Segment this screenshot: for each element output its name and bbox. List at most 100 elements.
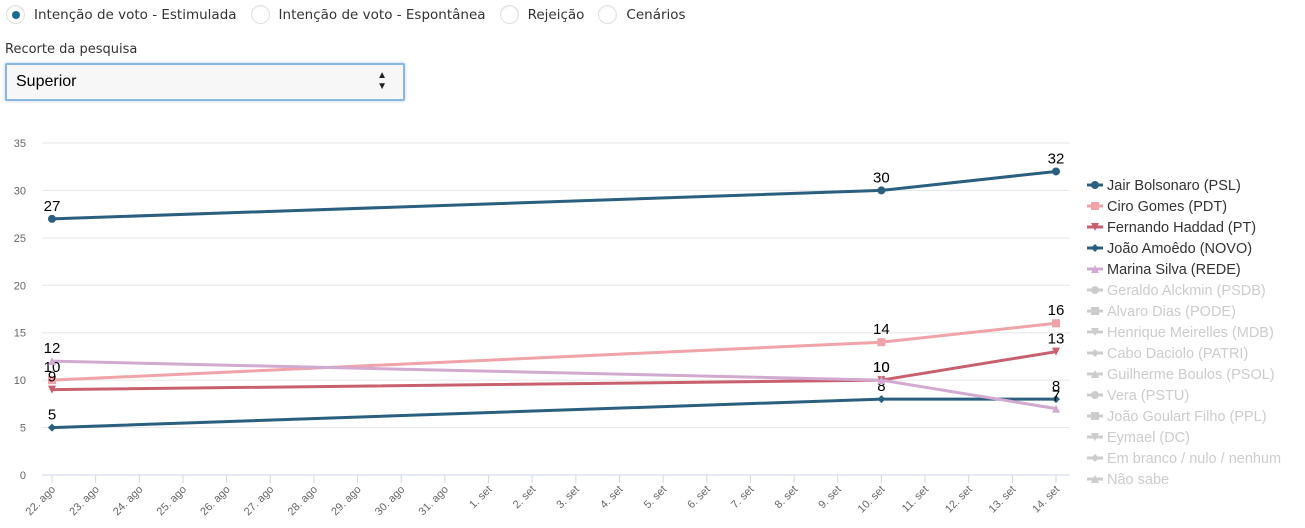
- data-point: [1052, 167, 1060, 176]
- legend-item[interactable]: Alvaro Dias (PODE): [1107, 304, 1236, 320]
- data-point: [48, 376, 56, 385]
- legend-marker-icon: [1091, 202, 1099, 210]
- legend-item[interactable]: João Goulart Filho (PPL): [1107, 409, 1267, 425]
- radio-circle-icon[interactable]: [250, 5, 270, 24]
- legend-marker-icon: [1091, 181, 1099, 189]
- data-label: 32: [1048, 150, 1065, 167]
- x-tick-label: 29. ago: [329, 484, 363, 518]
- legend-marker-icon: [1091, 244, 1099, 252]
- data-label: 12: [44, 340, 61, 357]
- radio-label: Cenários: [626, 6, 686, 23]
- radio-circle-icon[interactable]: [499, 5, 519, 24]
- updown-arrows-icon: ▲ ▼: [377, 70, 387, 92]
- x-tick-label: 25. ago: [155, 484, 189, 518]
- x-tick-label: 12. set: [943, 484, 975, 516]
- legend-marker-icon: [1091, 349, 1099, 357]
- x-tick-label: 23. ago: [67, 484, 101, 518]
- legend-marker-icon: [1091, 370, 1099, 378]
- legend-item[interactable]: Cabo Daciolo (PATRI): [1107, 346, 1248, 362]
- x-tick-label: 8. set: [773, 484, 801, 512]
- x-tick-label: 1. set: [467, 484, 495, 512]
- legend-item[interactable]: Henrique Meirelles (MDB): [1107, 325, 1274, 341]
- x-tick-label: 5. set: [642, 484, 670, 512]
- legend-item[interactable]: Vera (PSTU): [1107, 388, 1189, 404]
- x-tick-label: 26. ago: [198, 484, 232, 518]
- legend-marker-icon: [1091, 265, 1099, 273]
- data-label: 8: [1052, 378, 1060, 395]
- data-point: [48, 385, 56, 394]
- radio-label: Intenção de voto - Estimulada: [34, 6, 237, 23]
- legend-item[interactable]: João Amoêdo (NOVO): [1107, 241, 1252, 257]
- data-label: 9: [48, 369, 56, 386]
- legend-marker-icon: [1091, 433, 1099, 441]
- series-line: [51, 169, 1057, 221]
- data-label: 16: [1048, 302, 1065, 319]
- data-label: 27: [44, 198, 61, 215]
- data-label: 10: [873, 359, 890, 376]
- data-point: [1052, 395, 1060, 404]
- y-tick-label: 15: [14, 328, 26, 340]
- x-tick-label: 14. set: [1030, 484, 1062, 516]
- legend-item[interactable]: Guilherme Boulos (PSOL): [1107, 367, 1275, 383]
- x-tick-label: 7. set: [729, 484, 757, 512]
- data-point: [877, 338, 886, 347]
- x-tick-label: 28. ago: [286, 484, 320, 518]
- data-point: [877, 395, 886, 404]
- y-tick-label: 10: [14, 375, 26, 387]
- y-tick-label: 35: [14, 138, 26, 150]
- data-point: [48, 423, 56, 432]
- legend-marker-icon: [1091, 286, 1099, 294]
- x-tick-label: 2. set: [511, 484, 539, 512]
- data-point: [48, 357, 56, 366]
- legend-item[interactable]: Em branco / nulo / nenhum: [1107, 451, 1281, 467]
- data-point: [1052, 404, 1060, 413]
- radio-label: Rejeição: [527, 6, 585, 23]
- x-tick-label: 10. set: [856, 484, 888, 516]
- legend-item[interactable]: Marina Silva (REDE): [1107, 262, 1241, 278]
- x-tick-label: 31. ago: [417, 484, 451, 518]
- x-tick-label: 24. ago: [111, 484, 145, 518]
- x-tick-label: 6. set: [685, 484, 713, 512]
- legend-marker-icon: [1091, 454, 1099, 462]
- y-tick-label: 20: [14, 280, 26, 292]
- x-tick-label: 4. set: [598, 484, 626, 512]
- data-label: 10: [873, 359, 890, 376]
- data-point: [48, 214, 56, 223]
- data-point: [1052, 347, 1060, 356]
- radio-label: Intenção de voto - Espontânea: [278, 6, 486, 23]
- radio-cenarios[interactable]: Cenários: [598, 5, 686, 24]
- legend-item[interactable]: Jair Bolsonaro (PSL): [1107, 178, 1241, 194]
- radio-estimulada[interactable]: Intenção de voto - Estimulada: [6, 5, 237, 24]
- select-value: Superior: [16, 73, 77, 90]
- legend-item[interactable]: Geraldo Alckmin (PSDB): [1107, 283, 1266, 299]
- radio-rejeicao[interactable]: Rejeição: [499, 5, 585, 24]
- legend-item[interactable]: Eymael (DC): [1107, 430, 1190, 446]
- legend-marker-icon: [1091, 412, 1099, 420]
- x-tick-label: 9. set: [816, 484, 844, 512]
- data-point: [877, 186, 886, 195]
- x-tick-label: 30. ago: [373, 484, 407, 518]
- legend-item[interactable]: Ciro Gomes (PDT): [1107, 199, 1227, 215]
- legend-marker-icon: [1091, 223, 1099, 231]
- legend-marker-icon: [1091, 328, 1099, 336]
- data-label: 10: [44, 359, 61, 376]
- recorte-select[interactable]: Superior ▲ ▼: [5, 63, 405, 101]
- radio-espontanea[interactable]: Intenção de voto - Espontânea: [250, 5, 486, 24]
- survey-type-radio-group: Intenção de voto - Estimulada Intenção d…: [6, 5, 700, 24]
- y-tick-label: 0: [20, 470, 26, 482]
- series-line: [51, 397, 1056, 430]
- radio-circle-icon[interactable]: [598, 5, 618, 24]
- data-label: 8: [877, 378, 885, 395]
- data-point: [1052, 319, 1060, 328]
- legend-marker-icon: [1091, 391, 1099, 399]
- legend-marker-icon: [1091, 475, 1099, 483]
- data-label: 7: [1052, 388, 1060, 405]
- x-tick-label: 22. ago: [24, 484, 58, 518]
- legend-item[interactable]: Não sabe: [1107, 472, 1169, 488]
- y-tick-label: 5: [20, 423, 26, 435]
- radio-circle-icon[interactable]: [6, 5, 25, 24]
- legend-item[interactable]: Fernando Haddad (PT): [1107, 220, 1256, 236]
- x-tick-label: 13. set: [987, 484, 1019, 516]
- x-tick-label: 3. set: [554, 484, 582, 512]
